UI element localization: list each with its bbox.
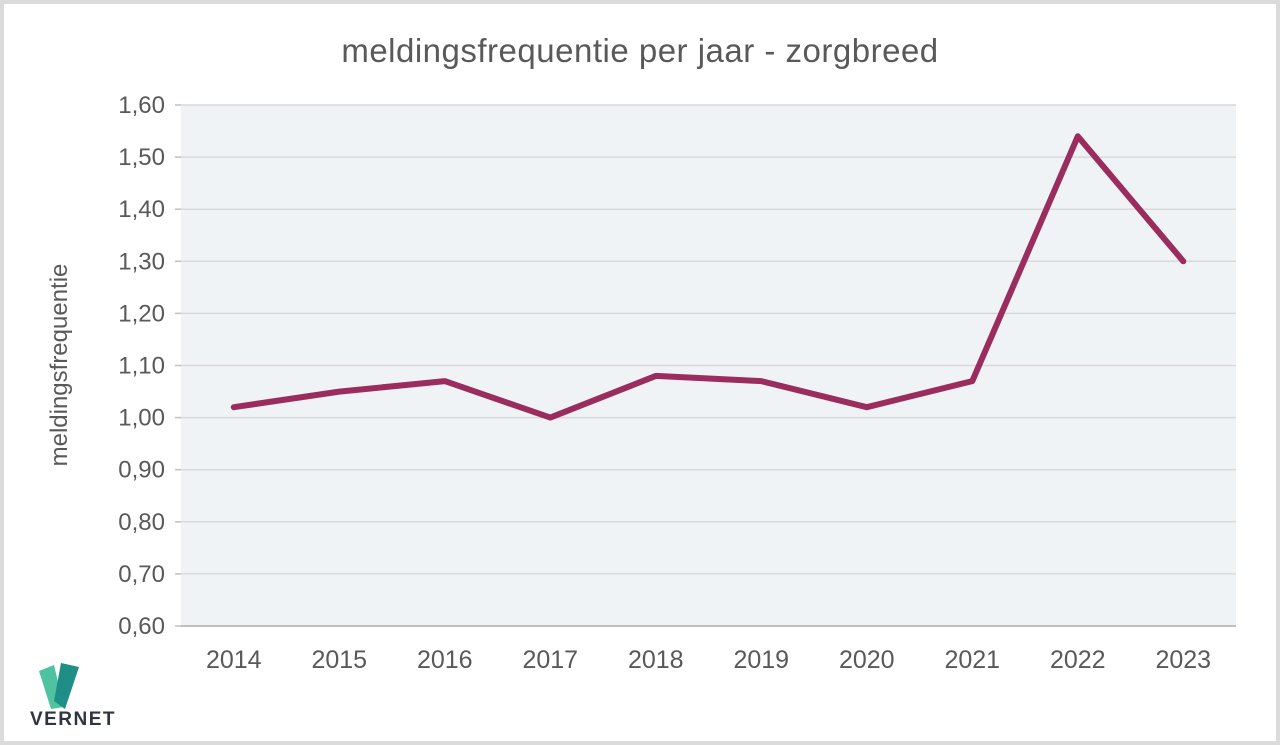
x-tick-label: 2021 bbox=[944, 646, 1000, 674]
y-tick-label: 0,70 bbox=[118, 561, 165, 588]
chart-title: meldingsfrequentie per jaar - zorgbreed bbox=[341, 32, 939, 69]
x-tick-label: 2015 bbox=[311, 646, 367, 674]
y-tick-label: 1,50 bbox=[118, 144, 165, 171]
vernet-v-icon bbox=[39, 663, 79, 709]
x-tick-label: 2019 bbox=[733, 646, 789, 674]
y-axis-title: meldingsfrequentie bbox=[46, 263, 73, 467]
y-tick-label: 1,30 bbox=[118, 248, 165, 275]
x-tick-label: 2020 bbox=[839, 646, 895, 674]
vernet-logo-text: VERNET bbox=[29, 709, 117, 730]
x-tick-label: 2016 bbox=[417, 646, 473, 674]
x-tick-label: 2023 bbox=[1155, 646, 1211, 674]
y-tick-label: 0,60 bbox=[118, 613, 165, 640]
data-line-series bbox=[230, 133, 1187, 421]
y-tick-label: 1,60 bbox=[118, 92, 165, 119]
y-tick-label: 1,10 bbox=[118, 353, 165, 380]
y-tick-label: 1,20 bbox=[118, 300, 165, 327]
x-tick-label: 2022 bbox=[1050, 646, 1106, 674]
line-chart: 1,60 1,50 1,40 1,30 1,20 1,10 1,00 0,90 0,80 0,70… bbox=[118, 92, 1236, 674]
x-tick-label: 2014 bbox=[206, 646, 262, 674]
x-tick-label: 2017 bbox=[522, 646, 578, 674]
y-tick-label: 1,00 bbox=[118, 405, 165, 432]
vernet-logo: VERNET bbox=[18, 659, 128, 737]
y-tick-label: 0,90 bbox=[118, 457, 165, 484]
y-tick-label: 0,80 bbox=[118, 509, 165, 536]
y-tick-label: 1,40 bbox=[118, 196, 165, 223]
x-tick-label: 2018 bbox=[628, 646, 684, 674]
plot-area: 1,60 1,50 1,40 1,30 1,20 1,10 1,00 0,90 0,80 0,70… bbox=[118, 92, 1236, 674]
